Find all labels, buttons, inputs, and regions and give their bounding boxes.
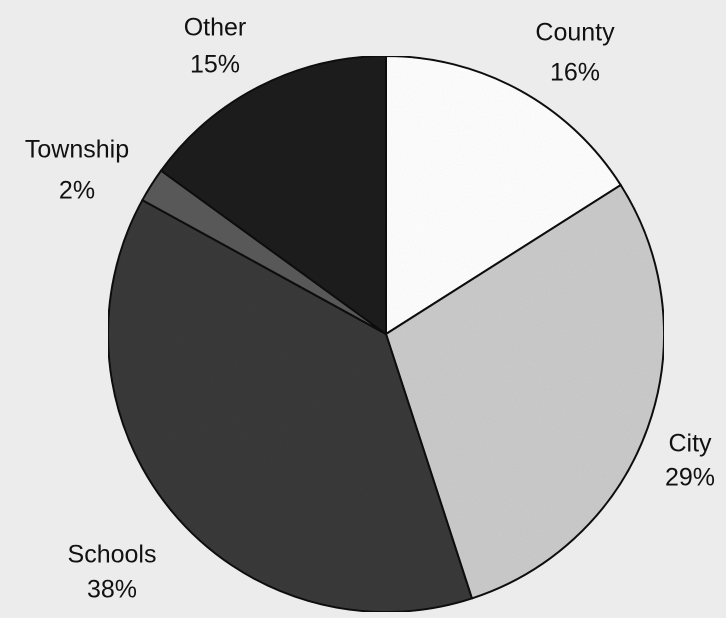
slice-value-city: 29% [665,464,715,492]
slice-label-other: Other [184,14,247,42]
slice-value-township: 2% [59,177,95,205]
pie-slice-county [385,54,623,336]
slice-label-schools: Schools [68,541,157,569]
slice-value-other: 15% [190,51,240,79]
slice-label-township: Township [25,136,129,164]
pie-slice-other [159,54,387,336]
pie-slice-schools [107,198,474,613]
slice-label-city: City [668,430,712,458]
pie-labels: County 16% City 29% Schools 38% Township 2% Othe… [25,14,715,604]
slice-value-county: 16% [550,59,600,87]
pie-slices [107,54,665,613]
slice-label-county: County [535,19,615,47]
pie-slice-city [384,183,665,600]
slice-value-schools: 38% [87,576,137,604]
